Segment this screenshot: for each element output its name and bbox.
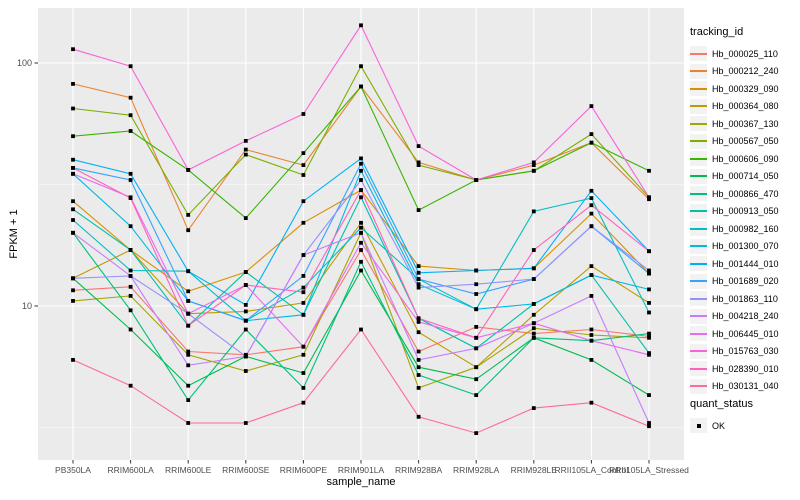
legend-title-quant-status: quant_status (690, 398, 753, 410)
legend-item-label: Hb_004218_240 (712, 311, 779, 322)
line-swatch-icon (690, 256, 707, 272)
legend-item-label: Hb_000212_240 (712, 66, 779, 77)
legend-item-label: Hb_000714_050 (712, 171, 779, 182)
line-swatch-icon (690, 116, 707, 132)
legend-item-label: Hb_000606_090 (712, 153, 779, 164)
line-swatch-icon (690, 168, 707, 184)
legend-item-Hb_001863_110: Hb_001863_110 (690, 290, 800, 308)
line-swatch-icon (690, 291, 707, 307)
legend-item-label: Hb_000367_130 (712, 118, 779, 129)
quant-status-legend: quant_status OK (690, 398, 800, 435)
line-swatch-icon (690, 326, 707, 342)
line-swatch-icon (690, 273, 707, 289)
legend-item-Hb_028390_010: Hb_028390_010 (690, 360, 800, 378)
legend-item-label: Hb_028390_010 (712, 363, 779, 374)
legend-title-tracking-id: tracking_id (690, 26, 744, 38)
legend-item-Hb_000212_240: Hb_000212_240 (690, 63, 800, 81)
x-tick-label: RRIM600LE (165, 465, 212, 475)
x-tick-label: RRIM928LA (453, 465, 500, 475)
y-tick-label: 100 (17, 58, 32, 68)
line-swatch-icon (690, 203, 707, 219)
legend-item-label: Hb_000364_080 (712, 101, 779, 112)
legend-item-Hb_000714_050: Hb_000714_050 (690, 168, 800, 186)
legend-item-label: Hb_030131_040 (712, 381, 779, 392)
legend-item-label: Hb_001444_010 (712, 258, 779, 269)
line-swatch-icon (690, 361, 707, 377)
legend-item-quant-ok: OK (690, 417, 800, 435)
legend-item-label: Hb_000982_160 (712, 223, 779, 234)
black-square-point-icon (690, 418, 707, 434)
legend-item-label: Hb_000025_110 (712, 48, 778, 59)
legend-item-Hb_000367_130: Hb_000367_130 (690, 115, 800, 133)
line-swatch-icon (690, 186, 707, 202)
y-axis-title: FPKM + 1 (8, 209, 20, 259)
legend-item-label: Hb_015763_030 (712, 346, 779, 357)
legend-item-Hb_000364_080: Hb_000364_080 (690, 98, 800, 116)
legend-item-label: Hb_001300_070 (712, 241, 779, 252)
line-swatch-icon (690, 151, 707, 167)
legend-items: Hb_000025_110 Hb_000212_240 Hb_000329_090 H… (690, 45, 800, 395)
legend-item-label: Hb_006445_010 (712, 328, 779, 339)
x-tick-label: RRII105LA_Stressed (609, 465, 689, 475)
legend-item-Hb_000025_110: Hb_000025_110 (690, 45, 800, 63)
legend-item-Hb_001689_020: Hb_001689_020 (690, 273, 800, 291)
x-tick-label: PB350LA (55, 465, 91, 475)
legend-item-Hb_004218_240: Hb_004218_240 (690, 308, 800, 326)
line-swatch-icon (690, 343, 707, 359)
legend-item-Hb_000567_050: Hb_000567_050 (690, 133, 800, 151)
legend-item-label: Hb_000329_090 (712, 83, 779, 94)
legend-item-Hb_006445_010: Hb_006445_010 (690, 325, 800, 343)
line-swatch-icon (690, 133, 707, 149)
line-swatch-icon (690, 98, 707, 114)
x-axis-title: sample_name (326, 476, 396, 488)
legend-item-label: Hb_000866_470 (712, 188, 779, 199)
axis-ticks (34, 62, 650, 464)
x-tick-label: RRIM901LA (338, 465, 385, 475)
y-tick-label: 10 (22, 301, 32, 311)
x-tick-label: RRIM928BA (395, 465, 443, 475)
line-swatch-icon (690, 81, 707, 97)
x-tick-label: RRIM600LA (107, 465, 154, 475)
line-swatch-icon (690, 63, 707, 79)
legend-item-Hb_000606_090: Hb_000606_090 (690, 150, 800, 168)
legend-item-Hb_001444_010: Hb_001444_010 (690, 255, 800, 273)
legend-item-label: Hb_001863_110 (712, 293, 778, 304)
line-swatch-icon (690, 46, 707, 62)
axis-tick-labels: 100 10 PB350LA RRIM600LA RRIM600LE RRIM600SE R… (17, 58, 689, 475)
legend-item-Hb_000329_090: Hb_000329_090 (690, 80, 800, 98)
legend-item-label: Hb_000567_050 (712, 136, 779, 147)
line-swatch-icon (690, 308, 707, 324)
legend-item-label: Hb_001689_020 (712, 276, 779, 287)
x-tick-label: RRIM600SE (222, 465, 270, 475)
x-tick-label: RRIM600PE (280, 465, 328, 475)
legend-item-Hb_000866_470: Hb_000866_470 (690, 185, 800, 203)
line-swatch-icon (690, 378, 707, 394)
legend-item-Hb_015763_030: Hb_015763_030 (690, 343, 800, 361)
legend-item-label: OK (712, 420, 726, 431)
legend-item-Hb_001300_070: Hb_001300_070 (690, 238, 800, 256)
legend-item-Hb_030131_040: Hb_030131_040 (690, 378, 800, 396)
line-swatch-icon (690, 238, 707, 254)
line-swatch-icon (690, 221, 707, 237)
tracking-id-legend: tracking_id Hb_000025_110 Hb_000212_240 Hb… (690, 26, 800, 395)
legend-item-label: Hb_000913_050 (712, 206, 779, 217)
x-tick-label: RRIM928LE (511, 465, 558, 475)
legend-item-Hb_000913_050: Hb_000913_050 (690, 203, 800, 221)
x-tick-label: RRII105LA_Control (555, 465, 629, 475)
legend-item-Hb_000982_160: Hb_000982_160 (690, 220, 800, 238)
data-points (71, 23, 651, 435)
